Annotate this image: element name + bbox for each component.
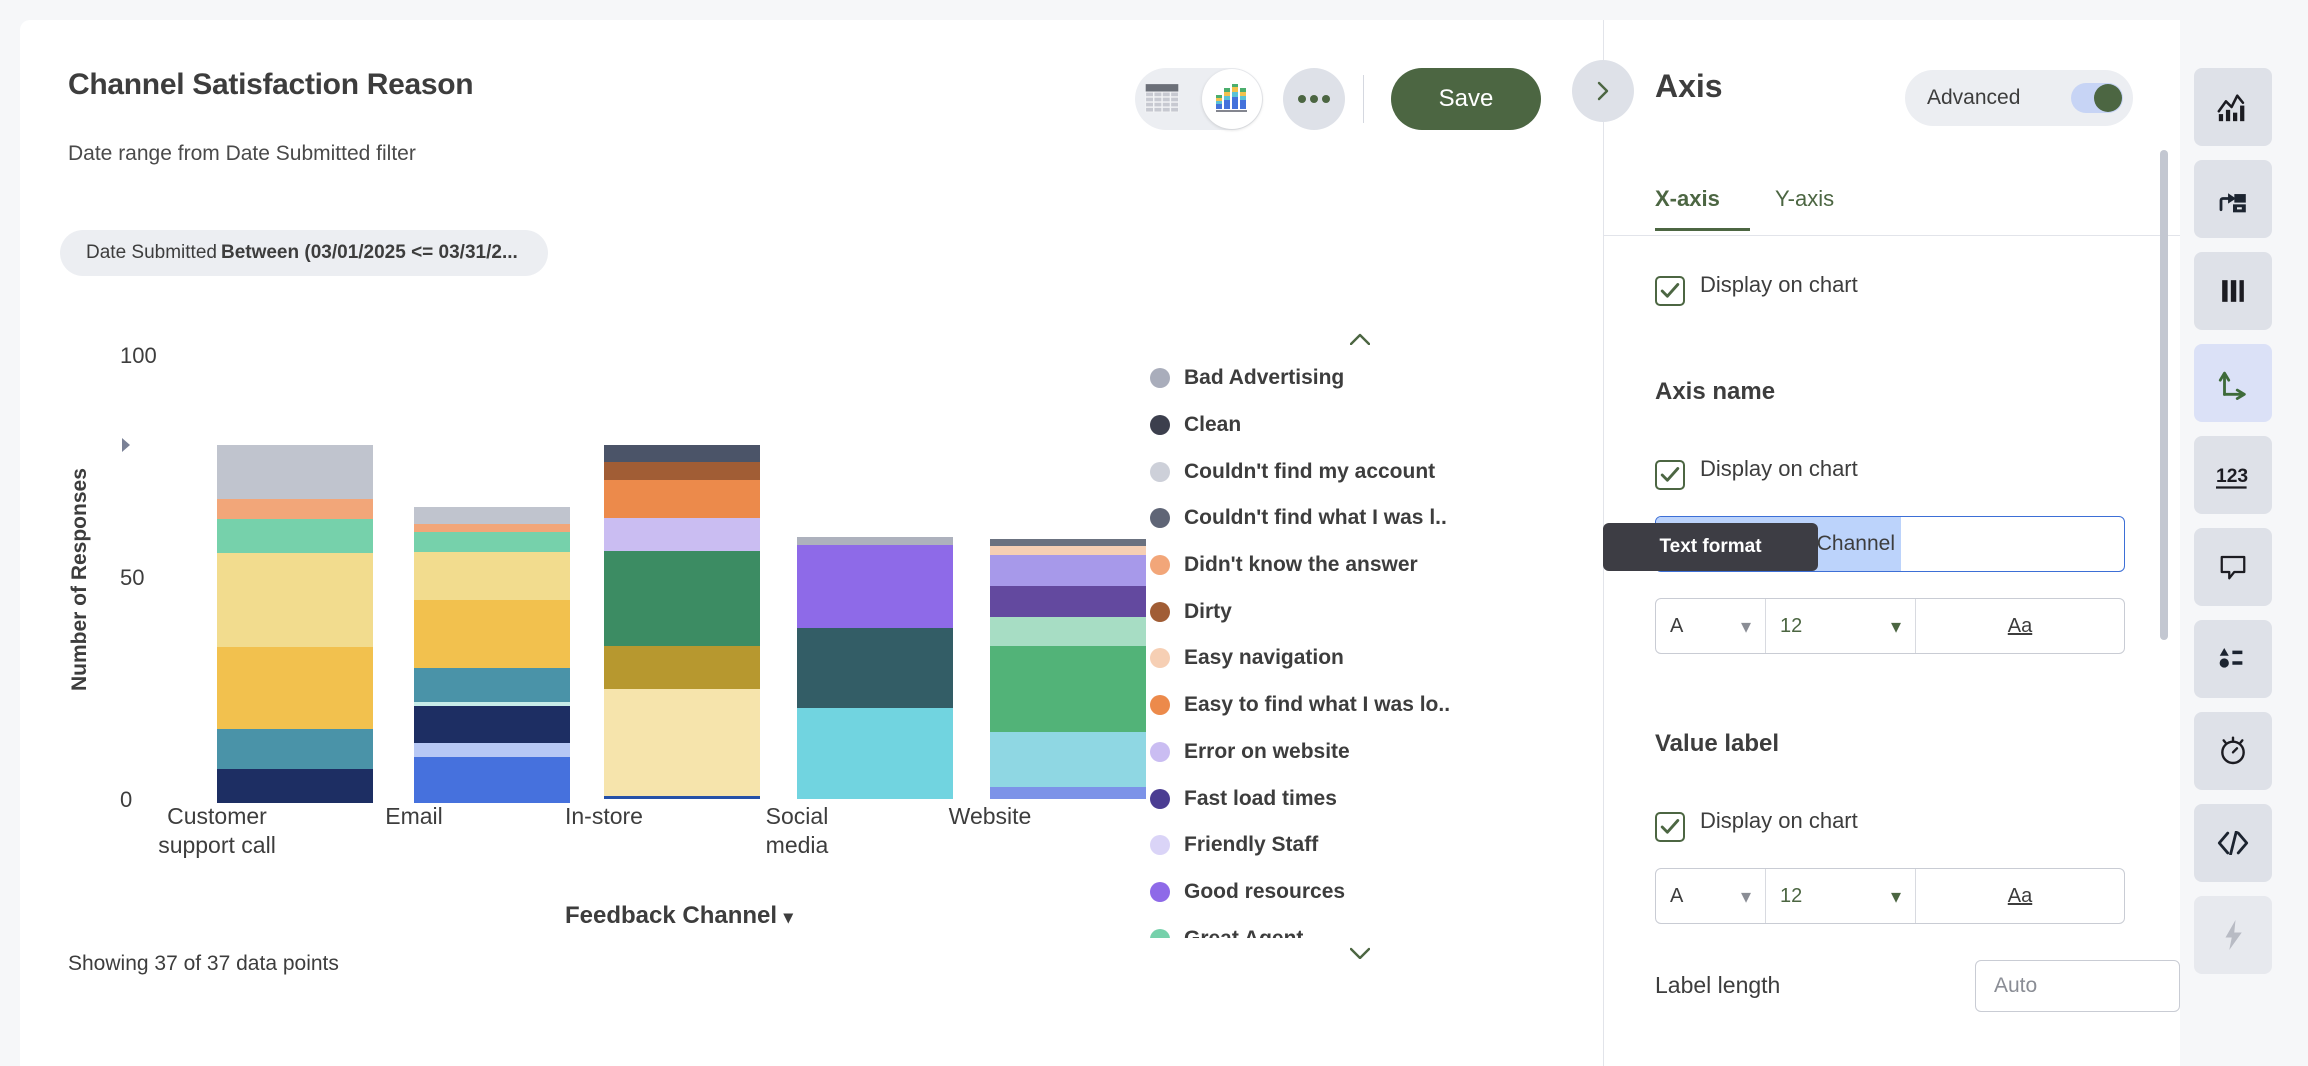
svg-text:123: 123 (2216, 466, 2248, 487)
